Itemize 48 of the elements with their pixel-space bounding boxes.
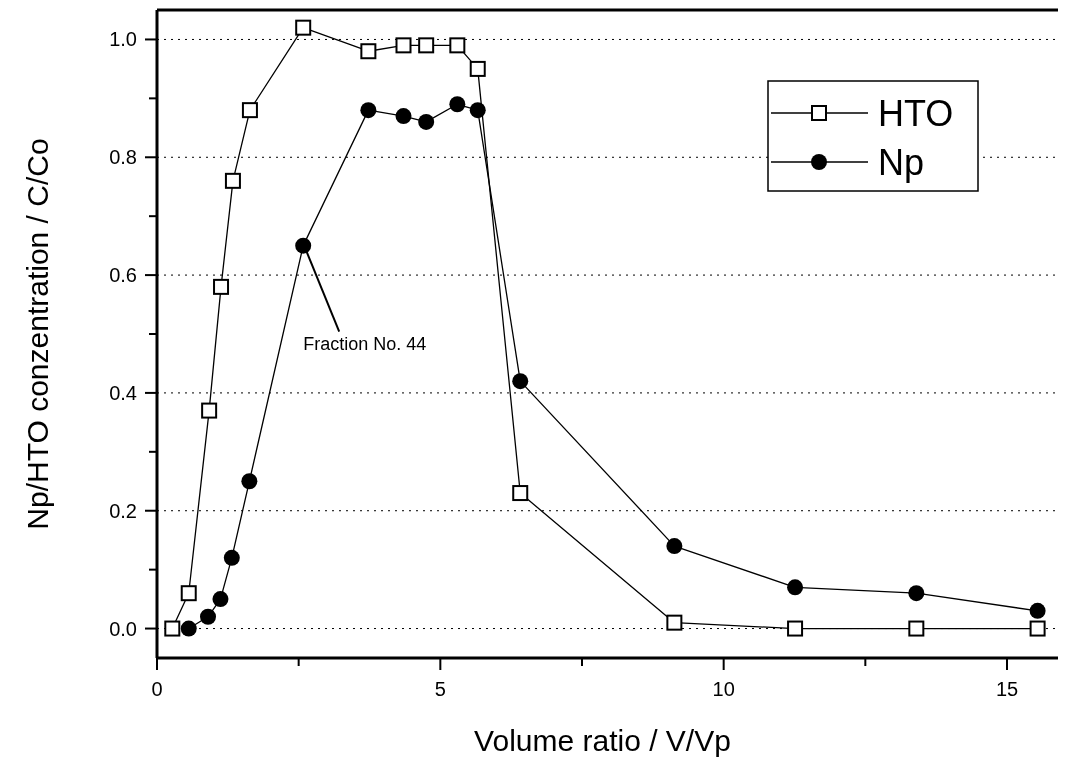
y-tick-label: 0.0 [109, 617, 137, 640]
point [787, 579, 804, 596]
point [395, 108, 412, 125]
point [224, 172, 241, 189]
point [212, 591, 229, 608]
point [295, 237, 312, 254]
point [512, 485, 529, 502]
legend-label: Np [878, 142, 925, 183]
point [295, 19, 312, 36]
point [1029, 620, 1046, 637]
point [787, 620, 804, 637]
point [360, 102, 377, 119]
point [213, 278, 230, 295]
x-axis-title: Volume ratio / V/Vp [474, 724, 731, 757]
point [360, 43, 377, 60]
x-tick-label: 10 [712, 678, 735, 700]
point [469, 102, 486, 119]
point [180, 585, 197, 602]
point [449, 96, 466, 113]
point [200, 608, 216, 625]
point [449, 37, 466, 54]
point [164, 620, 181, 637]
x-tick-label: 0 [151, 678, 163, 700]
y-axis-title: Np/HTO conzentration / C/Co [21, 138, 54, 530]
x-tick-label: 15 [995, 678, 1019, 700]
point [512, 373, 529, 390]
point [180, 620, 197, 637]
y-tick-label: 0.2 [109, 499, 137, 522]
x-tick-label: 5 [434, 678, 446, 700]
y-tick-label: 0.8 [109, 146, 137, 169]
y-tick-label: 1.0 [109, 28, 137, 51]
point [908, 620, 925, 637]
point [418, 113, 435, 130]
point [1029, 602, 1046, 619]
y-tick-label: 0.4 [109, 381, 137, 404]
point [395, 37, 412, 54]
annotation: Fraction No. 44 [303, 333, 427, 354]
point [418, 37, 435, 54]
point [908, 585, 925, 602]
point [201, 402, 218, 419]
y-tick-label: 0.6 [109, 264, 137, 287]
point [241, 473, 258, 490]
point [666, 538, 683, 555]
point [469, 60, 486, 77]
point [223, 549, 240, 566]
point [666, 614, 683, 631]
legend-label: HTO [878, 93, 954, 134]
point [241, 102, 258, 119]
